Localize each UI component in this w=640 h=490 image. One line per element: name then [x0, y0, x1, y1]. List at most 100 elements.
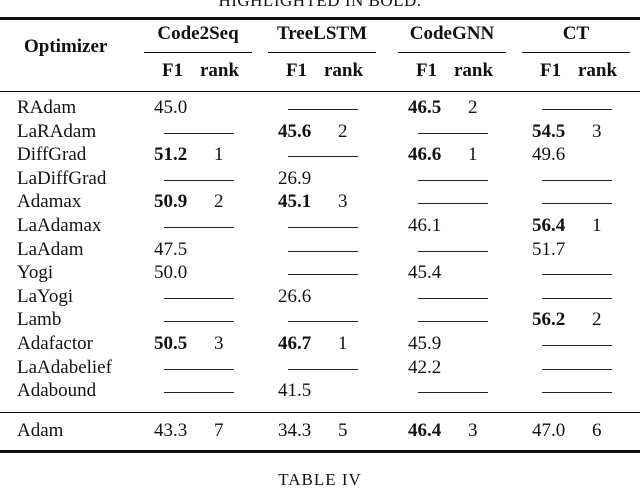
f1-value: 42.2	[408, 357, 442, 378]
optimizer-name: Adam	[17, 420, 64, 441]
missing-value-dash	[288, 274, 358, 275]
missing-value-dash	[288, 109, 358, 110]
f1-value: 46.5	[408, 97, 442, 118]
missing-value-dash	[542, 392, 612, 393]
f1-header: F1	[286, 60, 308, 81]
missing-value-dash	[164, 369, 234, 370]
f1-value: 56.4	[532, 215, 566, 236]
missing-value-dash	[418, 321, 488, 322]
rank-header: rank	[324, 60, 364, 81]
missing-value-dash	[542, 345, 612, 346]
rank-value: 5	[338, 420, 348, 441]
rank-header: rank	[200, 60, 240, 81]
group-header-code2seq: Code2Seq	[157, 23, 239, 44]
missing-value-dash	[418, 392, 488, 393]
f1-value: 46.7	[278, 333, 312, 354]
rank-value: 2	[338, 121, 348, 142]
missing-value-dash	[542, 274, 612, 275]
rank-header: rank	[454, 60, 494, 81]
rank-value: 3	[468, 420, 478, 441]
missing-value-dash	[542, 369, 612, 370]
table-caption: TABLE IV	[278, 470, 362, 489]
group-header-treelstm: TreeLSTM	[276, 23, 368, 44]
top-rule	[0, 17, 640, 20]
f1-value: 49.6	[532, 144, 566, 165]
missing-value-dash	[418, 298, 488, 299]
missing-value-dash	[418, 133, 488, 134]
missing-value-dash	[164, 227, 234, 228]
f1-value: 26.9	[278, 168, 312, 189]
rank-value: 2	[592, 309, 602, 330]
f1-header: F1	[416, 60, 438, 81]
optimizer-name: LaDiffGrad	[17, 168, 107, 189]
group-underline	[268, 52, 376, 53]
header-rule	[0, 91, 640, 92]
optimizer-header: Optimizer	[24, 36, 108, 57]
f1-value: 45.4	[408, 262, 442, 283]
f1-value: 46.1	[408, 215, 442, 236]
group-header-ct: CT	[562, 23, 590, 44]
missing-value-dash	[164, 133, 234, 134]
f1-value: 51.7	[532, 239, 566, 260]
optimizer-name: LaRAdam	[17, 121, 97, 142]
top-caption-fragment: HIGHLIGHTED IN BOLD.	[218, 0, 422, 10]
f1-value: 47.0	[532, 420, 566, 441]
f1-value: 50.0	[154, 262, 188, 283]
f1-value: 26.6	[278, 286, 312, 307]
missing-value-dash	[288, 227, 358, 228]
optimizer-name: LaAdam	[17, 239, 84, 260]
missing-value-dash	[542, 180, 612, 181]
optimizer-name: Adamax	[17, 191, 82, 212]
optimizer-name: LaYogi	[17, 286, 74, 307]
missing-value-dash	[288, 369, 358, 370]
group-underline	[144, 52, 252, 53]
missing-value-dash	[288, 251, 358, 252]
f1-value: 41.5	[278, 380, 312, 401]
optimizer-name: LaAdabelief	[17, 357, 112, 378]
rank-value: 1	[338, 333, 348, 354]
optimizer-name: Lamb	[17, 309, 62, 330]
missing-value-dash	[164, 321, 234, 322]
group-underline	[398, 52, 506, 53]
missing-value-dash	[288, 156, 358, 157]
optimizer-name: Adabound	[17, 380, 97, 401]
rank-value: 7	[214, 420, 224, 441]
missing-value-dash	[418, 251, 488, 252]
bottom-rule	[0, 450, 640, 453]
rank-value: 3	[592, 121, 602, 142]
f1-value: 56.2	[532, 309, 566, 330]
f1-value: 45.1	[278, 191, 312, 212]
f1-value: 50.9	[154, 191, 188, 212]
missing-value-dash	[542, 203, 612, 204]
baseline-rule	[0, 412, 640, 413]
missing-value-dash	[542, 298, 612, 299]
rank-value: 3	[214, 333, 224, 354]
rank-value: 1	[214, 144, 224, 165]
rank-value: 1	[468, 144, 478, 165]
f1-value: 45.6	[278, 121, 312, 142]
optimizer-name: RAdam	[17, 97, 77, 118]
f1-value: 45.9	[408, 333, 442, 354]
missing-value-dash	[418, 180, 488, 181]
f1-value: 51.2	[154, 144, 188, 165]
f1-header: F1	[540, 60, 562, 81]
optimizer-name: LaAdamax	[17, 215, 102, 236]
rank-value: 2	[214, 191, 224, 212]
f1-value: 45.0	[154, 97, 188, 118]
missing-value-dash	[542, 109, 612, 110]
missing-value-dash	[418, 203, 488, 204]
rank-value: 3	[338, 191, 348, 212]
missing-value-dash	[164, 392, 234, 393]
missing-value-dash	[288, 321, 358, 322]
optimizer-name: Yogi	[17, 262, 54, 283]
rank-value: 2	[468, 97, 478, 118]
optimizer-name: DiffGrad	[17, 144, 87, 165]
missing-value-dash	[164, 298, 234, 299]
group-underline	[522, 52, 630, 53]
f1-value: 47.5	[154, 239, 188, 260]
f1-value: 43.3	[154, 420, 188, 441]
f1-value: 50.5	[154, 333, 188, 354]
f1-value: 46.4	[408, 420, 442, 441]
group-header-codegnn: CodeGNN	[409, 23, 495, 44]
rank-value: 6	[592, 420, 602, 441]
